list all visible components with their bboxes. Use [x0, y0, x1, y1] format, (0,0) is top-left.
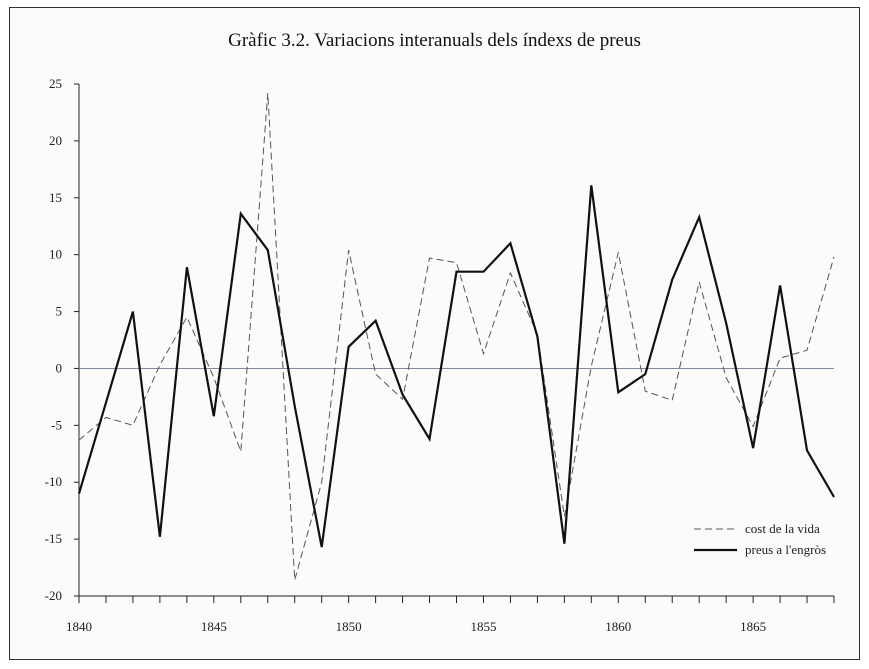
y-tick-label: -5 — [51, 417, 62, 432]
chart-title: Gràfic 3.2. Variacions interanuals dels … — [228, 30, 641, 51]
y-tick-label: 10 — [49, 247, 62, 262]
y-tick-label: -10 — [45, 474, 62, 489]
x-tick-label: 1855 — [470, 619, 496, 634]
legend: cost de la vida preus a l'engròs — [694, 521, 826, 557]
y-tick-label: 15 — [49, 190, 62, 205]
x-tick-label: 1860 — [605, 619, 631, 634]
x-tick-label: 1850 — [336, 619, 362, 634]
axes: 25 20 15 10 5 0 -5 -10 -15 -20 1840 1845 1850 1855 186… — [45, 76, 835, 634]
x-tick-label: 1865 — [740, 619, 766, 634]
chart-frame — [9, 7, 860, 660]
x-tick-label: 1845 — [201, 619, 227, 634]
y-tick-label: 0 — [56, 360, 63, 375]
x-tick-label: 1840 — [66, 619, 92, 634]
series-line-preus-a-l-engros — [77, 185, 835, 548]
legend-label: preus a l'engròs — [745, 542, 826, 557]
y-tick-label: 5 — [56, 304, 63, 319]
series-line-cost-de-la-vida — [78, 93, 835, 581]
y-tick-label: -15 — [45, 531, 62, 546]
legend-label: cost de la vida — [745, 521, 820, 536]
y-tick-label: -20 — [45, 588, 62, 603]
y-tick-label: 25 — [49, 76, 62, 91]
series-layer — [77, 93, 835, 581]
y-tick-label: 20 — [49, 133, 62, 148]
